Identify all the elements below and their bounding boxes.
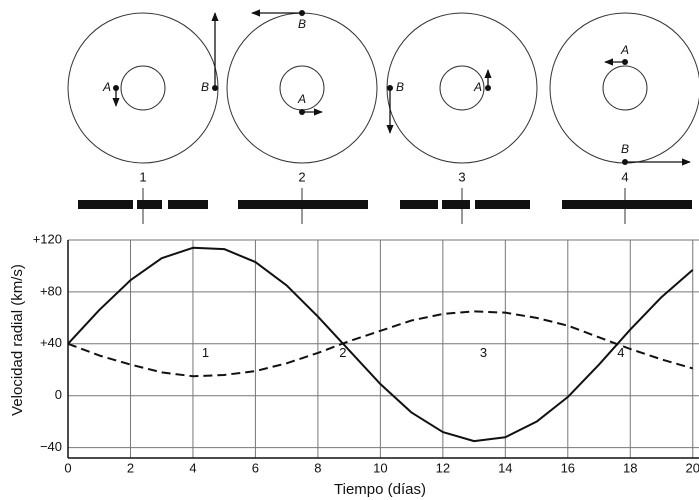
x-tick-label: 2 <box>127 460 134 475</box>
star-label: B <box>621 142 629 156</box>
phase-label: 2 <box>339 345 346 360</box>
outer-orbit <box>549 12 699 164</box>
star-label: A <box>297 92 306 106</box>
light-bar <box>238 200 368 209</box>
x-tick-label: 18 <box>623 460 637 475</box>
outer-orbit <box>67 12 219 164</box>
orbit-diagrams: A B 1 A B 2 A B 3 A B 4 <box>67 9 699 224</box>
phase-number: 3 <box>458 169 465 184</box>
y-tick-label: +80 <box>40 283 62 298</box>
light-bar <box>400 200 438 209</box>
light-bar <box>562 200 692 209</box>
phase-number: 4 <box>621 169 628 184</box>
x-tick-label: 14 <box>498 460 512 475</box>
x-tick-label: 16 <box>561 460 575 475</box>
x-tick-label: 10 <box>373 460 387 475</box>
light-bar <box>442 200 470 209</box>
y-tick-label: +120 <box>33 231 62 246</box>
star-label: B <box>201 80 209 94</box>
x-tick-label: 6 <box>252 460 259 475</box>
phase-number: 2 <box>298 169 305 184</box>
x-tick-label: 8 <box>314 460 321 475</box>
light-bar <box>137 200 162 209</box>
phase-label: 1 <box>202 345 209 360</box>
star-label: A <box>620 43 629 57</box>
inner-orbit <box>120 65 166 111</box>
outer-orbit <box>226 12 378 164</box>
star-label: A <box>473 80 482 94</box>
x-tick-label: 12 <box>436 460 450 475</box>
phase-label: 4 <box>617 345 624 360</box>
y-tick-label: +40 <box>40 335 62 350</box>
series-line <box>67 310 694 378</box>
x-tick-label: 4 <box>189 460 196 475</box>
phase-number: 1 <box>139 169 146 184</box>
light-bar <box>168 200 208 209</box>
y-tick-label: −40 <box>40 439 62 454</box>
phase-label: 3 <box>480 345 487 360</box>
light-bar <box>78 200 133 209</box>
x-tick-label: 20 <box>686 460 699 475</box>
inner-orbit <box>439 65 485 111</box>
star-label: B <box>298 17 306 31</box>
light-bar <box>475 200 530 209</box>
y-axis-title: Velocidad radial (km/s) <box>9 264 26 416</box>
x-axis-title: Tiempo (días) <box>334 481 426 498</box>
x-tick-label: 0 <box>64 460 71 475</box>
inner-orbit <box>602 65 648 111</box>
star-label: A <box>102 80 111 94</box>
y-tick-label: 0 <box>55 387 62 402</box>
outer-orbit <box>386 12 538 164</box>
star-label: B <box>396 80 404 94</box>
series-line <box>67 246 694 443</box>
